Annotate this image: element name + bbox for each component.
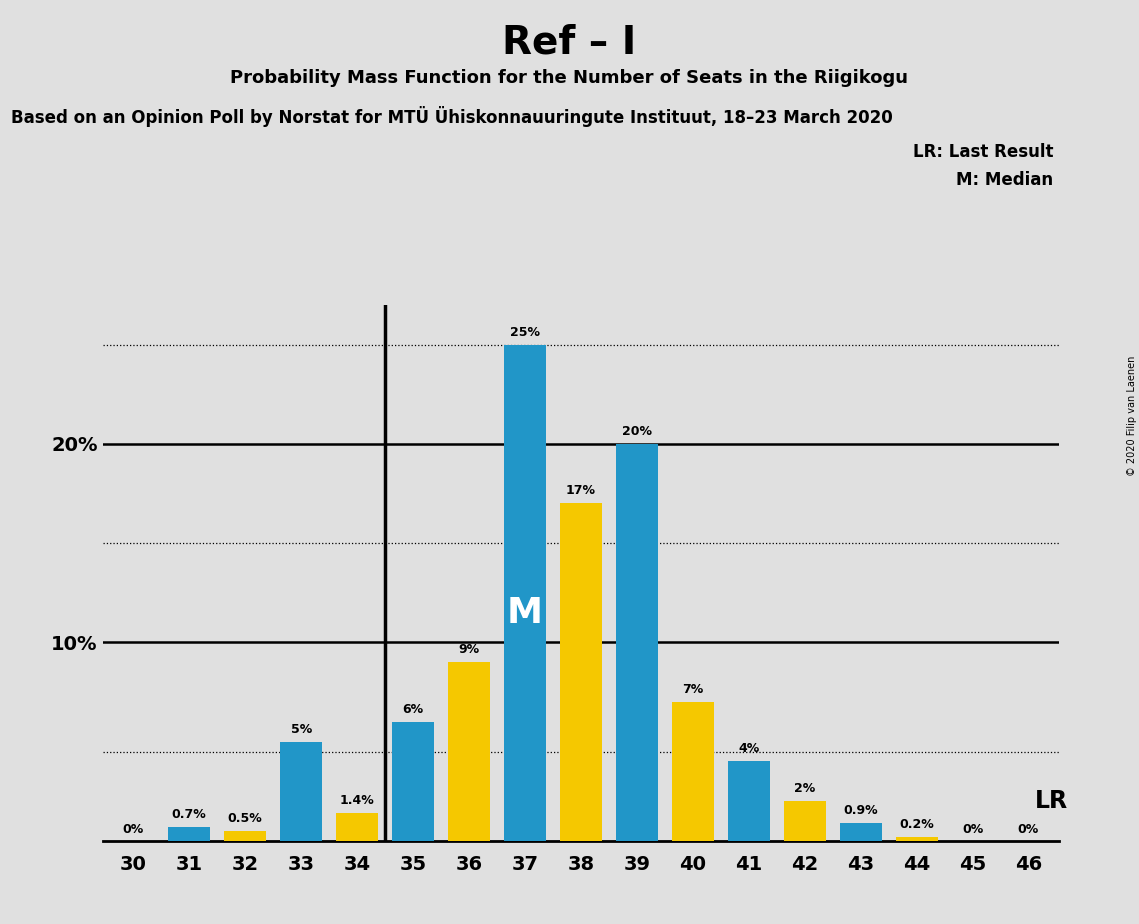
Text: 0.9%: 0.9% (843, 804, 878, 817)
Text: 4%: 4% (738, 743, 760, 756)
Bar (784, 801, 826, 841)
Text: LR: LR (1034, 789, 1067, 813)
Bar (839, 823, 882, 841)
Text: M: M (507, 596, 543, 629)
Text: 20%: 20% (622, 425, 652, 438)
Bar (169, 827, 211, 841)
Text: Ref – I: Ref – I (502, 23, 637, 61)
Text: 0%: 0% (123, 823, 144, 836)
Bar (392, 722, 434, 841)
Text: Probability Mass Function for the Number of Seats in the Riigikogu: Probability Mass Function for the Number… (230, 69, 909, 87)
Bar (224, 831, 267, 841)
Text: 0%: 0% (962, 823, 983, 836)
Text: M: Median: M: Median (957, 171, 1054, 188)
Text: 6%: 6% (402, 703, 424, 716)
Bar (503, 345, 546, 841)
Bar (895, 837, 937, 841)
Text: 0%: 0% (1018, 823, 1039, 836)
Text: 25%: 25% (510, 325, 540, 339)
Bar (336, 813, 378, 841)
Text: 2%: 2% (794, 783, 816, 796)
Text: 0.2%: 0.2% (899, 818, 934, 831)
Bar (280, 742, 322, 841)
Text: © 2020 Filip van Laenen: © 2020 Filip van Laenen (1126, 356, 1137, 476)
Text: Based on an Opinion Poll by Norstat for MTÜ Ühiskonnauuringute Instituut, 18–23 : Based on an Opinion Poll by Norstat for … (11, 106, 893, 128)
Text: 0.5%: 0.5% (228, 812, 263, 825)
Bar (448, 663, 490, 841)
Text: 17%: 17% (566, 484, 596, 497)
Bar (728, 761, 770, 841)
Text: 9%: 9% (458, 643, 480, 656)
Text: 7%: 7% (682, 683, 704, 696)
Bar (560, 504, 601, 841)
Text: 5%: 5% (290, 723, 312, 736)
Bar (616, 444, 658, 841)
Text: LR: Last Result: LR: Last Result (913, 143, 1054, 161)
Text: 1.4%: 1.4% (339, 794, 375, 807)
Text: 0.7%: 0.7% (172, 808, 206, 821)
Bar (672, 702, 714, 841)
